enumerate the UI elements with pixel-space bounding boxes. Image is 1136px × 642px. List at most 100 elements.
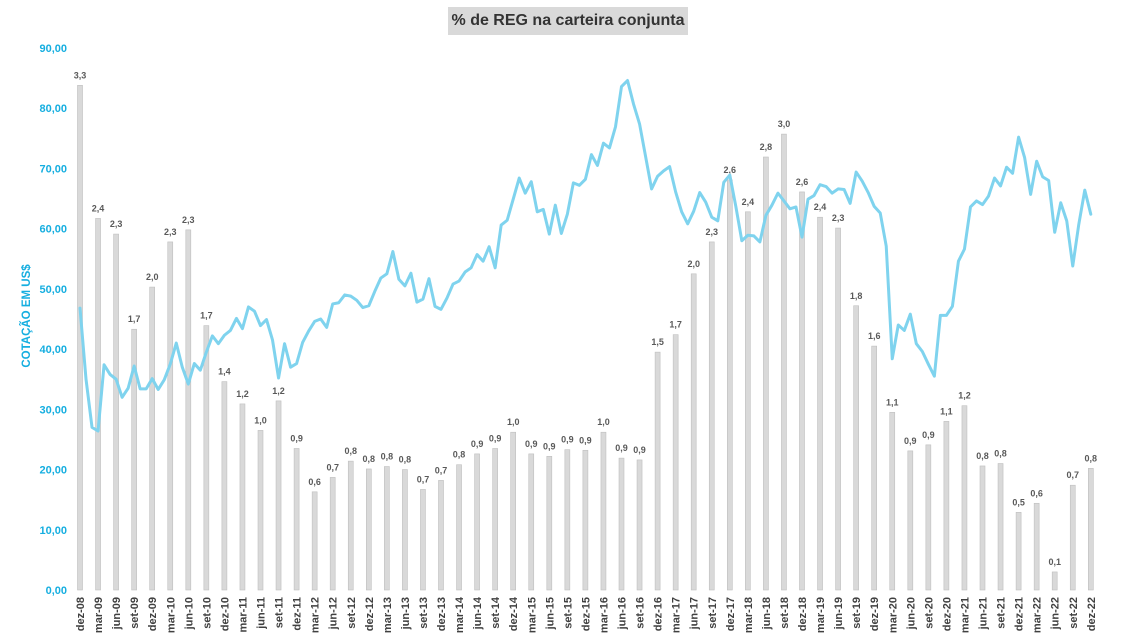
bar-data-label: 0,7 [417,474,430,484]
y-tick-label: 60,00 [39,224,67,236]
x-tick-label: jun-11 [256,597,268,630]
bar [510,431,517,591]
bar-data-label: 2,3 [164,227,177,237]
x-tick-label: set-16 [635,597,647,629]
bar [672,334,679,591]
bar [239,403,246,591]
bar-data-label: 0,6 [1030,488,1043,498]
bar-data-label: 1,7 [128,314,141,324]
y-tick-label: 70,00 [39,163,67,175]
x-tick-label: jun-19 [833,597,845,630]
x-tick-label: dez-09 [147,597,159,631]
chart-title: % de REG na carteira conjunta [448,7,688,35]
bar [961,405,968,591]
bar [745,211,751,591]
x-tick-label: set-19 [851,597,863,629]
bar [871,345,878,591]
bar [402,469,408,591]
bar [708,241,715,591]
bar-data-label: 0,9 [290,433,303,443]
bar [979,465,986,591]
y-axis-ticks: 0,00 10,00 20,00 30,00 40,00 50,00 60,00 70,00 8… [39,43,67,597]
bar [726,179,733,591]
bar-data-label: 1,7 [669,320,682,330]
x-tick-label: dez-16 [653,597,665,631]
x-tick-label: jun-13 [400,597,412,630]
bar-series [77,85,1094,591]
bar-data-label: 0,9 [525,439,538,449]
x-tick-label: mar-21 [959,597,971,633]
bar-data-label: 2,6 [796,177,809,187]
bar-data-label: 0,9 [579,435,592,445]
x-tick-label: mar-15 [526,597,538,633]
bar [618,457,625,591]
bar [925,444,932,591]
bar [564,449,571,591]
x-tick-label: mar-14 [454,596,466,633]
x-tick-label: set-10 [201,597,213,629]
bar [781,133,787,591]
x-axis-ticks: dez-08 mar-09 jun-09 set-09 dez-09 mar-10 jun-… [75,596,1098,633]
x-tick-label: set-21 [996,597,1008,629]
bar [1051,571,1058,591]
x-tick-label: dez-10 [219,597,231,631]
bar [943,421,950,591]
bar [203,325,210,591]
x-tick-label: dez-20 [941,597,953,631]
x-tick-label: set-17 [707,597,719,629]
x-tick-label: jun-14 [472,596,484,630]
x-tick-label: dez-22 [1086,597,1098,631]
bar-data-label: 0,8 [453,450,466,460]
bar-data-label: 2,3 [832,213,845,223]
bar-data-label: 2,3 [110,219,123,229]
x-tick-label: dez-14 [508,596,520,631]
bar [420,489,426,591]
bar-data-label: 2,3 [705,227,718,237]
bar-data-label: 0,8 [399,455,412,465]
x-tick-label: mar-09 [93,597,105,633]
bar-data-label: 0,9 [922,430,935,440]
x-tick-label: dez-15 [580,597,592,631]
x-tick-label: jun-18 [761,597,773,630]
bar [600,431,607,591]
x-tick-label: mar-20 [887,597,899,633]
bar-data-label: 1,0 [597,417,610,427]
bar-data-label: 0,9 [561,435,574,445]
bar [221,381,228,591]
x-tick-label: mar-17 [671,597,683,633]
bar [817,216,823,591]
x-tick-label: jun-16 [617,597,629,630]
bar-data-label: 0,8 [381,452,394,462]
bar-data-label: 0,9 [471,439,484,449]
bar [835,227,841,591]
x-tick-label: set-18 [779,597,791,629]
bar-data-label: 1,7 [200,311,213,321]
bar-data-label: 0,8 [976,451,989,461]
bar [329,477,336,591]
bar-data-label: 1,2 [236,389,249,399]
bar [492,448,498,591]
x-tick-label: set-11 [274,597,286,628]
bar-data-label: 1,5 [651,337,664,347]
x-tick-label: dez-12 [364,597,376,631]
bar [1069,484,1076,591]
bar-data-label: 0,9 [543,441,556,451]
bar [636,459,643,591]
x-tick-label: mar-11 [237,597,249,632]
y-tick-label: 80,00 [39,103,67,115]
bar-data-label: 0,9 [489,433,502,443]
x-tick-label: jun-10 [183,597,195,630]
bar [293,448,300,591]
bar-data-label: 2,8 [760,142,773,152]
bar [582,449,589,591]
y-tick-label: 30,00 [39,404,67,416]
x-tick-label: set-13 [418,597,430,629]
bar [456,464,462,591]
x-tick-label: jun-12 [328,597,340,630]
bar [438,480,444,591]
bar [1033,502,1040,591]
bar-data-label: 2,6 [724,165,737,175]
y-tick-label: 50,00 [39,284,67,296]
bar-data-label: 0,5 [1012,497,1025,507]
bar-data-label: 2,4 [742,197,755,207]
